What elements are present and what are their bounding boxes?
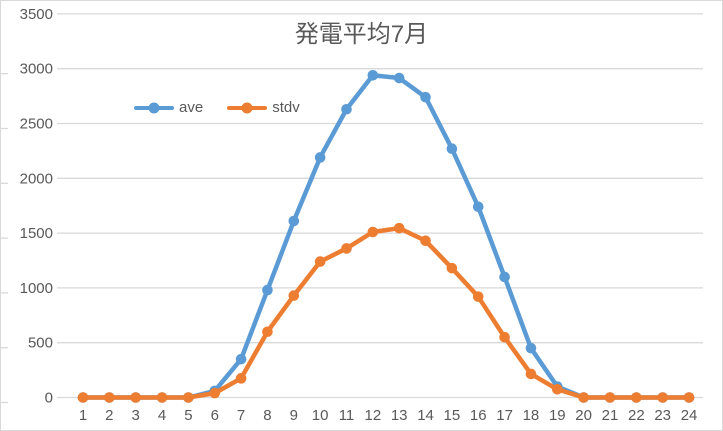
- x-axis-label: 22: [628, 407, 645, 424]
- x-axis-label: 23: [654, 407, 671, 424]
- series-ave-marker: [235, 353, 247, 365]
- x-axis-label: 21: [602, 407, 619, 424]
- series-ave-marker: [262, 284, 273, 296]
- legend-dot-ave-icon: [148, 102, 160, 113]
- series-ave-marker: [472, 201, 484, 213]
- y-axis-label: 0: [45, 390, 53, 407]
- series-stdv-marker: [552, 383, 563, 395]
- series-stdv-marker: [446, 262, 458, 274]
- x-axis-label: 12: [365, 407, 382, 424]
- x-axis-label: 20: [575, 407, 592, 424]
- series-ave-marker: [314, 152, 326, 163]
- x-axis-label: 18: [523, 407, 540, 424]
- legend-label-ave: ave: [179, 99, 204, 116]
- series-ave-marker: [367, 69, 379, 81]
- y-axis-label: 3000: [20, 61, 53, 78]
- legend-marker-ave-icon: [134, 102, 174, 113]
- series-stdv-line: [80, 225, 692, 400]
- series-ave-marker: [499, 271, 510, 283]
- series-stdv-marker: [314, 256, 326, 267]
- series-ave-marker: [525, 342, 537, 354]
- series-stdv-marker: [262, 326, 273, 338]
- x-axis-label: 24: [681, 407, 698, 424]
- y-axis-label: 1500: [20, 225, 53, 242]
- x-axis-label: 7: [237, 407, 245, 424]
- x-axis-label: 9: [290, 407, 298, 424]
- series-stdv-marker: [499, 331, 510, 343]
- y-axis-label: 2500: [20, 116, 53, 133]
- series-stdv-marker: [341, 243, 352, 254]
- x-axis-label: 6: [211, 407, 219, 424]
- series-stdv-marker: [393, 222, 405, 234]
- legend-dot-stdv-icon: [241, 102, 253, 113]
- legend-label-stdv: stdv: [272, 99, 300, 116]
- series-stdv-marker: [683, 392, 695, 403]
- series-stdv-marker: [104, 392, 115, 403]
- x-axis-label: 11: [339, 407, 355, 424]
- legend-marker-stdv-icon: [227, 102, 268, 113]
- x-axis-label: 3: [132, 407, 140, 424]
- series-stdv-marker: [235, 373, 247, 384]
- x-axis-label: 16: [470, 407, 487, 424]
- series-stdv-marker: [631, 392, 642, 403]
- series-stdv-marker: [130, 392, 141, 403]
- series-stdv-marker: [156, 392, 168, 403]
- x-axis-label: 10: [312, 407, 329, 424]
- y-axis-label: 1000: [20, 280, 53, 297]
- series-stdv-marker: [472, 291, 484, 302]
- x-axis-label: 8: [263, 407, 271, 424]
- series-stdv-marker: [657, 392, 668, 403]
- series-ave-marker: [446, 143, 458, 155]
- series-ave-marker: [341, 103, 352, 115]
- x-axis-label: 1: [79, 407, 87, 424]
- series-stdv-marker: [367, 226, 379, 238]
- x-axis-label: 2: [105, 407, 113, 424]
- series-stdv-marker: [288, 290, 300, 301]
- series-stdv-marker: [578, 392, 589, 403]
- series-stdv-marker: [604, 392, 616, 403]
- legend-item-stdv[interactable]: stdv: [227, 99, 300, 116]
- legend-item-ave[interactable]: ave: [134, 99, 203, 116]
- series-stdv-marker: [525, 368, 537, 380]
- series-ave-marker: [420, 91, 431, 103]
- x-axis-label: 15: [444, 407, 461, 424]
- x-axis-label: 19: [549, 407, 566, 424]
- x-axis-label: 14: [417, 407, 434, 424]
- x-axis-label: 13: [391, 407, 408, 424]
- x-axis-label: 17: [496, 407, 513, 424]
- y-axis-label: 2000: [20, 170, 53, 187]
- y-axis-label: 3500: [20, 6, 53, 23]
- x-axis-label: 4: [158, 407, 166, 424]
- series-stdv-marker: [209, 387, 221, 399]
- series-stdv-marker: [77, 392, 89, 403]
- legend: ave stdv: [134, 99, 300, 116]
- series-stdv-marker: [183, 392, 194, 403]
- y-axis-label: 500: [28, 335, 53, 352]
- series-ave-marker: [393, 72, 405, 84]
- series-stdv-marker: [420, 235, 431, 247]
- series-ave-marker: [288, 215, 300, 227]
- x-axis-label: 5: [184, 407, 192, 424]
